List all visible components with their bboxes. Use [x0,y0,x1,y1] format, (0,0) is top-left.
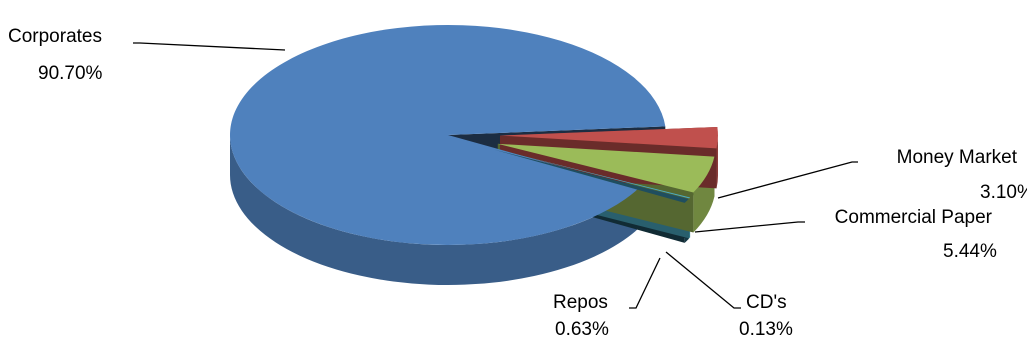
value-label-cd-s: 0.13% [739,319,793,340]
leader-line-commercial-paper [694,221,805,233]
value-label-repos: 0.63% [555,319,609,340]
label-repos: Repos [553,292,608,313]
slice-corporates [230,24,666,245]
value-label-commercial-paper: 5.44% [943,241,997,262]
leader-lines [133,42,858,309]
leader-line-repos [629,257,661,309]
slice-side-corporates [230,135,639,285]
label-corporates: Corporates [8,26,102,47]
value-label-corporates: 90.70% [38,63,103,84]
value-label-money-market: 3.10% [980,182,1027,203]
slice-side-money-market [716,135,718,189]
slice-money-market [499,126,718,149]
leader-line-corporates [133,42,286,51]
leader-line-money-market [717,161,858,199]
pie-tops [230,24,718,245]
slice-labels: Corporates 90.70% Money Market 3.10% Commerc… [8,26,1027,340]
label-cd-s: CD's [746,292,787,313]
slice-cd-s [494,148,691,199]
slice-commercial-paper [497,143,715,193]
slice-repos [493,149,689,203]
label-money-market: Money Market [897,147,1018,168]
label-commercial-paper: Commercial Paper [835,207,993,228]
leader-line-cd-s [665,251,741,309]
